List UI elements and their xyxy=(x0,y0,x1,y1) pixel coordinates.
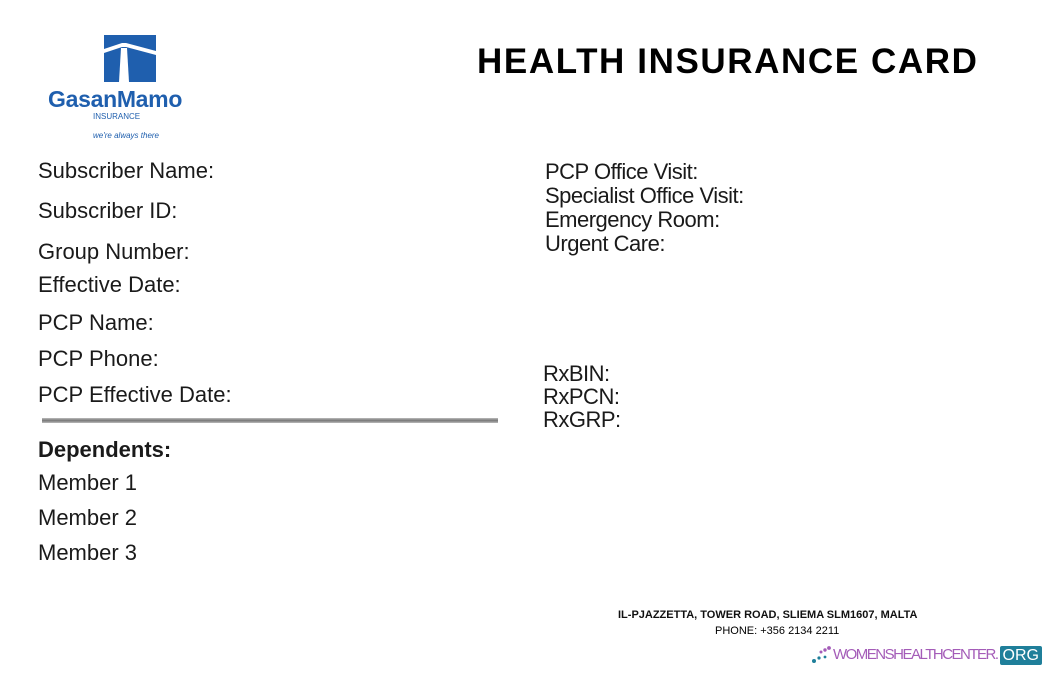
watermark-text: WOMENSHEALTHCENTER. xyxy=(832,646,999,663)
footer-phone: PHONE: +356 2134 2211 xyxy=(715,625,840,637)
specialist-office-visit-label: Specialist Office Visit: xyxy=(545,183,744,208)
footer-address: IL-PJAZZETTA, TOWER ROAD, SLIEMA SLM1607… xyxy=(618,609,918,621)
subscriber-id-label: Subscriber ID: xyxy=(38,198,178,223)
urgent-care-label: Urgent Care: xyxy=(545,231,665,256)
dependents-heading: Dependents: xyxy=(38,437,172,462)
subscriber-name-label: Subscriber Name: xyxy=(38,158,215,183)
member-2: Member 2 xyxy=(38,505,138,530)
pcp-effective-date-label: PCP Effective Date: xyxy=(38,382,232,407)
pcp-phone-label: PCP Phone: xyxy=(38,346,159,371)
member-3: Member 3 xyxy=(38,540,138,565)
dots-icon xyxy=(811,646,831,663)
watermark: WOMENSHEALTHCENTER. ORG xyxy=(811,645,1042,665)
logo-tagline: we're always there xyxy=(93,131,159,140)
emergency-room-label: Emergency Room: xyxy=(545,207,720,232)
logo-subtitle: INSURANCE xyxy=(93,112,141,121)
rxpcn-label: RxPCN: xyxy=(543,384,620,409)
lighthouse-logo-icon xyxy=(104,35,156,82)
card-title: HEALTH INSURANCE CARD xyxy=(477,42,979,81)
rxgrp-label: RxGRP: xyxy=(543,407,621,432)
group-number-label: Group Number: xyxy=(38,239,190,264)
watermark-org: ORG xyxy=(999,645,1042,665)
divider xyxy=(42,418,498,423)
logo-name: GasanMamo xyxy=(48,86,183,112)
pcp-name-label: PCP Name: xyxy=(38,310,154,335)
pcp-office-visit-label: PCP Office Visit: xyxy=(545,159,698,184)
rxbin-label: RxBIN: xyxy=(543,361,610,386)
member-1: Member 1 xyxy=(38,470,138,495)
effective-date-label: Effective Date: xyxy=(38,272,181,297)
